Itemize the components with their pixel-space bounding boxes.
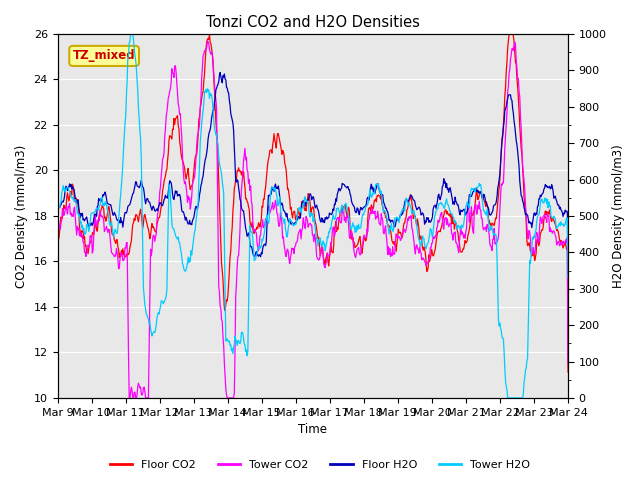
Tower H2O (168, 220, 176, 226)
Tower CO2 (54, 357, 61, 362)
Floor H2O (115, 218, 123, 224)
Floor CO2 (167, 134, 175, 140)
Tower H2O (54, 269, 61, 275)
X-axis label: Time: Time (298, 423, 327, 436)
Line: Tower H2O: Tower H2O (58, 34, 568, 398)
Floor H2O (390, 223, 398, 229)
Floor CO2 (115, 254, 123, 260)
Tower CO2 (63, 206, 70, 212)
Tower H2O (127, 31, 134, 37)
Line: Floor H2O: Floor H2O (58, 72, 568, 274)
Floor H2O (63, 185, 70, 191)
Y-axis label: H2O Density (mmol/m3): H2O Density (mmol/m3) (612, 144, 625, 288)
Tower CO2 (376, 221, 384, 227)
Tower CO2 (125, 395, 133, 401)
Tower H2O (63, 185, 70, 191)
Legend: Floor CO2, Tower CO2, Floor H2O, Tower H2O: Floor CO2, Tower CO2, Floor H2O, Tower H… (105, 456, 535, 474)
Floor CO2 (54, 365, 61, 371)
Floor H2O (195, 202, 202, 208)
Floor H2O (375, 187, 383, 193)
Tower CO2 (195, 127, 203, 132)
Tower H2O (115, 209, 123, 215)
Line: Tower CO2: Tower CO2 (58, 42, 568, 398)
Floor H2O (564, 271, 572, 277)
Tower H2O (195, 179, 203, 184)
Floor CO2 (505, 31, 513, 37)
Tower H2O (504, 395, 511, 401)
Floor H2O (54, 268, 61, 274)
Tower CO2 (564, 361, 572, 367)
Floor CO2 (390, 241, 397, 247)
Tower CO2 (115, 265, 123, 271)
Floor H2O (216, 70, 224, 75)
Line: Floor CO2: Floor CO2 (58, 34, 568, 372)
Tower CO2 (391, 251, 399, 256)
Floor CO2 (374, 192, 382, 198)
Floor CO2 (63, 194, 70, 200)
Tower CO2 (168, 66, 176, 72)
Floor CO2 (564, 369, 572, 375)
Tower H2O (375, 187, 383, 193)
Tower H2O (564, 275, 572, 281)
Floor H2O (167, 180, 175, 185)
Y-axis label: CO2 Density (mmol/m3): CO2 Density (mmol/m3) (15, 144, 28, 288)
Tower CO2 (204, 39, 212, 45)
Tower H2O (390, 221, 398, 227)
Title: Tonzi CO2 and H2O Densities: Tonzi CO2 and H2O Densities (206, 15, 420, 30)
Floor CO2 (195, 132, 202, 138)
Text: TZ_mixed: TZ_mixed (73, 49, 136, 62)
